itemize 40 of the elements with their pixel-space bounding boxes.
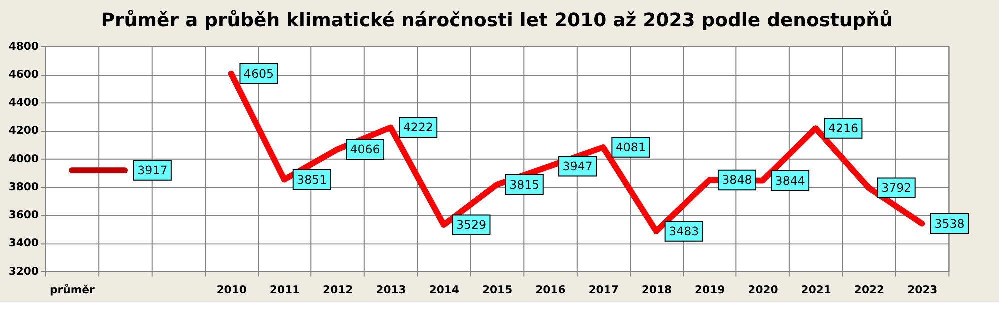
data-label: 4066 xyxy=(350,142,380,157)
x-tick-label: 2017 xyxy=(588,284,619,297)
x-tick-label: 2021 xyxy=(801,284,832,297)
x-tick-label: 2010 xyxy=(216,284,248,297)
x-tick-label: 2020 xyxy=(748,284,779,297)
data-label: 3848 xyxy=(722,173,752,188)
y-tick-label: 4000 xyxy=(8,152,40,166)
x-tick-label: 2013 xyxy=(376,284,406,297)
data-label: 4081 xyxy=(616,140,646,154)
x-tick-label: 2016 xyxy=(536,284,566,297)
data-label: 3851 xyxy=(297,172,328,187)
data-label: 4222 xyxy=(403,120,434,135)
x-tick-label: 2022 xyxy=(854,284,885,297)
y-tick-label: 4200 xyxy=(8,124,40,138)
data-label: 3917 xyxy=(138,164,168,178)
data-label: 3947 xyxy=(562,159,593,174)
chart-title: Průměr a průběh klimatické náročnosti let 2010 až 2023 podle denostupňů xyxy=(101,10,893,32)
x-tick-label: 2019 xyxy=(695,284,726,297)
x-tick-label: 2012 xyxy=(323,284,354,297)
y-tick-label: 3400 xyxy=(8,236,40,250)
data-label: 4605 xyxy=(244,66,274,81)
y-tick-label: 3800 xyxy=(8,180,40,194)
y-tick-label: 3200 xyxy=(8,264,40,278)
y-tick-label: 4400 xyxy=(8,96,40,110)
y-tick-label: 3600 xyxy=(8,208,40,222)
y-tick-label: 4600 xyxy=(8,68,40,82)
data-label: 3792 xyxy=(882,181,912,196)
data-label: 3529 xyxy=(456,218,487,232)
x-tick-label: průměr xyxy=(50,284,96,297)
x-tick-label: 2018 xyxy=(642,284,672,297)
x-tick-label: 2023 xyxy=(908,284,938,297)
data-label: 3538 xyxy=(934,216,965,231)
data-label: 3844 xyxy=(775,174,806,188)
y-tick-label: 4800 xyxy=(8,40,40,53)
data-label: 4216 xyxy=(828,121,859,136)
x-tick-label: 2014 xyxy=(429,284,460,297)
data-label: 3815 xyxy=(510,178,540,192)
x-tick-label: 2015 xyxy=(482,284,513,297)
x-tick-label: 2011 xyxy=(270,284,300,297)
data-label: 3483 xyxy=(669,224,700,238)
